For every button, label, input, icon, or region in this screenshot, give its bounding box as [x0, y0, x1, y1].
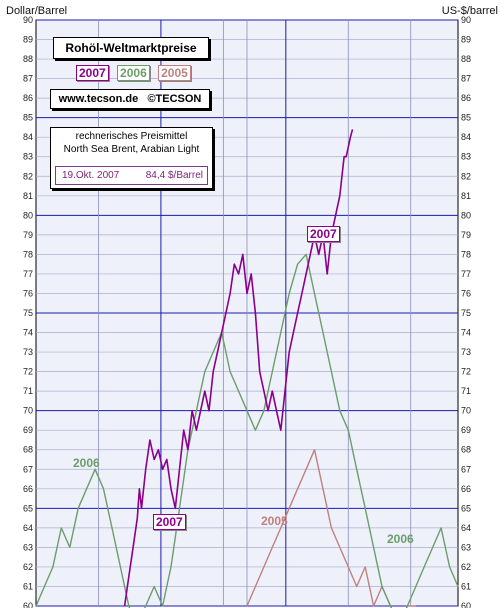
y-tick-label-right: 76	[461, 288, 471, 298]
legend-2007: 2007	[76, 65, 109, 81]
y-axis-label-left: Dollar/Barrel	[6, 5, 68, 17]
y-tick-label-left: 77	[23, 269, 33, 279]
y-tick-label-right: 70	[461, 406, 471, 416]
legend-2005: 2005	[158, 65, 191, 81]
y-tick-label-left: 69	[23, 425, 33, 435]
y-axis-label-right: US-$/barrel	[441, 5, 498, 17]
y-tick-label-left: 75	[23, 308, 33, 318]
y-tick-label-right: 68	[461, 445, 471, 455]
y-tick-label-left: 82	[23, 171, 33, 181]
y-tick-label-left: 79	[23, 230, 33, 240]
y-tick-label-left: 87	[23, 74, 33, 84]
y-tick-label-left: 64	[23, 523, 33, 533]
y-tick-label-left: 84	[23, 132, 33, 142]
y-tick-label-right: 82	[461, 171, 471, 181]
y-tick-label-left: 88	[23, 54, 33, 64]
y-tick-label-left: 60	[23, 601, 33, 608]
latest-price: 84,4 $/Barrel	[145, 170, 203, 181]
y-tick-label-left: 70	[23, 406, 33, 416]
y-tick-label-right: 60	[461, 601, 471, 608]
y-tick-label-right: 86	[461, 93, 471, 103]
y-tick-label-right: 83	[461, 152, 471, 162]
y-tick-label-right: 80	[461, 210, 471, 220]
series-label-2007-upper: 2007	[307, 226, 340, 242]
y-tick-label-left: 66	[23, 484, 33, 494]
y-tick-label-right: 73	[461, 347, 471, 357]
y-tick-label-right: 69	[461, 425, 471, 435]
y-tick-label-left: 78	[23, 249, 33, 259]
y-tick-label-right: 89	[461, 35, 471, 45]
latest-price-box: 19.Okt. 2007 84,4 $/Barrel	[55, 166, 208, 185]
website-text: www.tecson.de	[58, 93, 139, 105]
y-tick-label-right: 65	[461, 503, 471, 513]
y-tick-label-left: 90	[23, 15, 33, 25]
y-tick-label-right: 72	[461, 367, 471, 377]
series-label-2006-right: 2006	[387, 532, 414, 546]
y-tick-label-left: 65	[23, 503, 33, 513]
y-tick-label-right: 62	[461, 562, 471, 572]
chart-title: Rohöl-Weltmarktpreise	[53, 37, 209, 59]
y-tick-label-left: 86	[23, 93, 33, 103]
y-tick-label-right: 79	[461, 230, 471, 240]
y-tick-label-left: 67	[23, 464, 33, 474]
note-line-1: rechnerisches Preismittel	[75, 131, 188, 142]
y-tick-label-right: 75	[461, 308, 471, 318]
y-tick-label-right: 66	[461, 484, 471, 494]
copyright-text: ©TECSON	[147, 93, 202, 105]
latest-date: 19.Okt. 2007	[62, 170, 120, 181]
series-label-2005: 2005	[261, 514, 288, 528]
series-lines	[35, 129, 459, 608]
series-label-2006-left: 2006	[73, 456, 100, 470]
y-tick-label-left: 68	[23, 445, 33, 455]
tick-labels: 60 60 61 61 62 62 63 63 64 64 65 65 66 66 67 67 68 68 69 69…	[23, 15, 471, 608]
note-line-2: North Sea Brent, Arabian Light	[63, 144, 200, 155]
y-tick-label-left: 63	[23, 542, 33, 552]
y-tick-label-right: 71	[461, 386, 471, 396]
series-line-2006	[35, 253, 459, 608]
legend-2006: 2006	[117, 65, 150, 81]
y-tick-label-right: 74	[461, 328, 471, 338]
y-tick-label-left: 61	[23, 581, 33, 591]
series-line-2007	[123, 129, 354, 607]
y-tick-label-left: 80	[23, 210, 33, 220]
y-tick-label-right: 67	[461, 464, 471, 474]
y-tick-label-right: 64	[461, 523, 471, 533]
y-tick-label-left: 74	[23, 328, 33, 338]
grid	[35, 19, 459, 607]
y-tick-label-left: 73	[23, 347, 33, 357]
y-tick-label-left: 83	[23, 152, 33, 162]
y-tick-label-right: 84	[461, 132, 471, 142]
y-tick-label-right: 90	[461, 15, 471, 25]
y-tick-label-right: 81	[461, 191, 471, 201]
y-tick-label-right: 88	[461, 54, 471, 64]
series-label-2007-lower: 2007	[153, 514, 186, 530]
y-tick-label-right: 78	[461, 249, 471, 259]
y-tick-label-right: 61	[461, 581, 471, 591]
y-tick-label-left: 71	[23, 386, 33, 396]
y-tick-label-right: 85	[461, 113, 471, 123]
y-tick-label-left: 76	[23, 288, 33, 298]
y-tick-label-left: 81	[23, 191, 33, 201]
y-tick-label-right: 77	[461, 269, 471, 279]
y-tick-label-right: 87	[461, 74, 471, 84]
info-box: rechnerisches Preismittel North Sea Bren…	[50, 127, 213, 189]
y-tick-label-left: 72	[23, 367, 33, 377]
y-tick-label-right: 63	[461, 542, 471, 552]
y-tick-label-left: 89	[23, 35, 33, 45]
y-tick-label-left: 85	[23, 113, 33, 123]
y-tick-label-left: 62	[23, 562, 33, 572]
legend: 2007 2006 2005	[76, 65, 196, 81]
source-box: www.tecson.de ©TECSON	[50, 89, 210, 109]
